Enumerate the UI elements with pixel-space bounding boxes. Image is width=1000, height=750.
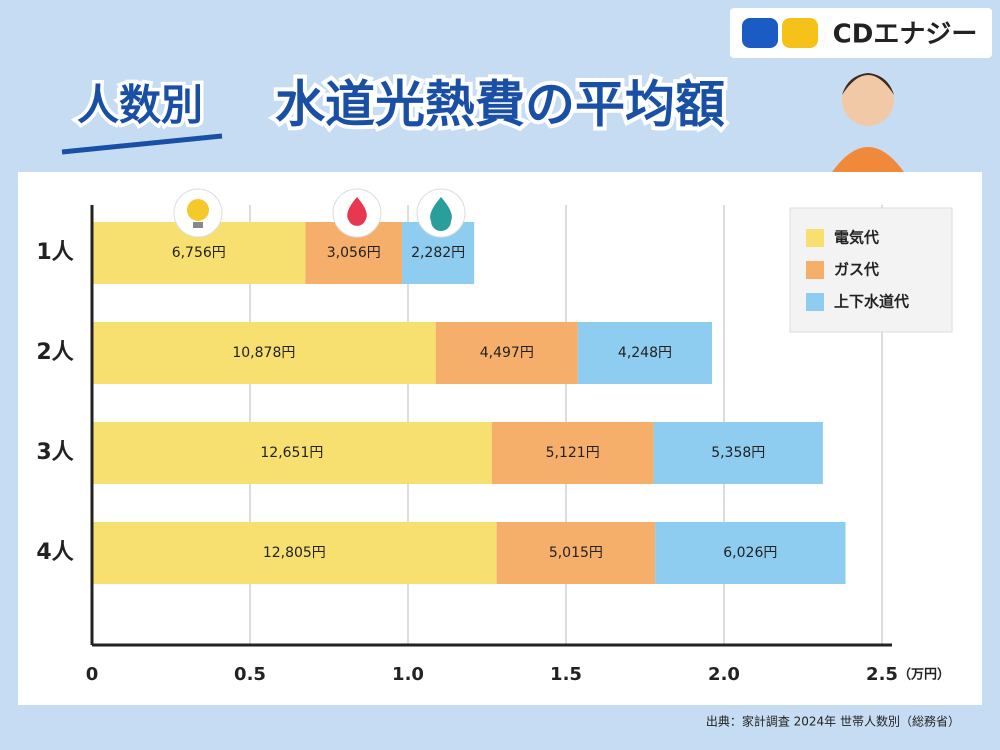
icon-drop [416,188,466,238]
y-tick-label: 4人 [36,540,73,565]
bar-segment [655,522,846,584]
x-tick-label: 2.0 [708,664,740,685]
person-illustration [832,147,904,172]
value-label: 3,056円 [327,245,381,261]
legend-label: ガス代 [834,261,879,279]
legend-swatch [806,229,824,247]
legend [789,207,953,333]
logo-mark [782,18,818,48]
value-label: 12,805円 [263,545,326,561]
value-label: 5,121円 [546,445,600,461]
brand: CDエナジー [833,20,978,50]
bar-segment [653,422,823,484]
value-label: 12,651円 [260,445,323,461]
person-illustration [842,74,894,126]
value-label: 6,756円 [172,245,226,261]
bar-segment [92,322,436,384]
bar-segment [435,322,578,384]
chart-subtitle: 水道光熱費の平均額 [275,76,725,134]
value-label: 5,358円 [711,445,765,461]
bar-segment [496,522,656,584]
value-label: 5,015円 [549,545,603,561]
value-label: 6,026円 [723,545,777,561]
bar-segment [491,422,654,484]
icon-flame [332,188,382,238]
x-tick-label: 1.0 [392,664,424,685]
y-tick-label: 2人 [36,340,73,365]
legend-label: 上下水道代 [834,293,909,311]
bar-segment [92,522,497,584]
x-tick-label: 1.5 [550,664,582,685]
legend-swatch [806,261,824,279]
logo-mark [742,18,778,48]
person-illustration [842,73,894,95]
plot: 0 0.5 1.0 1.5 2.0 2.5 （万円） 1人 6,756円 3,056円 2,282円… [36,205,950,685]
source: 出典：家計調査 2024年 世帯人数別（総務省） [706,714,960,729]
y-tick-label: 1人 [36,240,73,265]
value-label: 4,497円 [480,345,534,361]
legend-label: 電気代 [834,229,879,247]
bar-segment [577,322,713,384]
value-label: 4,248円 [618,345,672,361]
value-label: 2,282円 [411,245,465,261]
chart-title: 人数別 [77,81,203,130]
x-tick-label: 0.5 [234,664,266,685]
x-tick-label: 0 [86,664,99,685]
y-tick-label: 3人 [36,440,73,465]
x-tick-label: 2.5 [866,664,898,685]
legend-swatch [806,293,824,311]
value-label: 10,878円 [232,345,295,361]
title-underline [61,133,223,155]
bar-segment [92,422,492,484]
icon-bulb [173,188,223,238]
x-unit-label: （万円） [898,667,950,683]
